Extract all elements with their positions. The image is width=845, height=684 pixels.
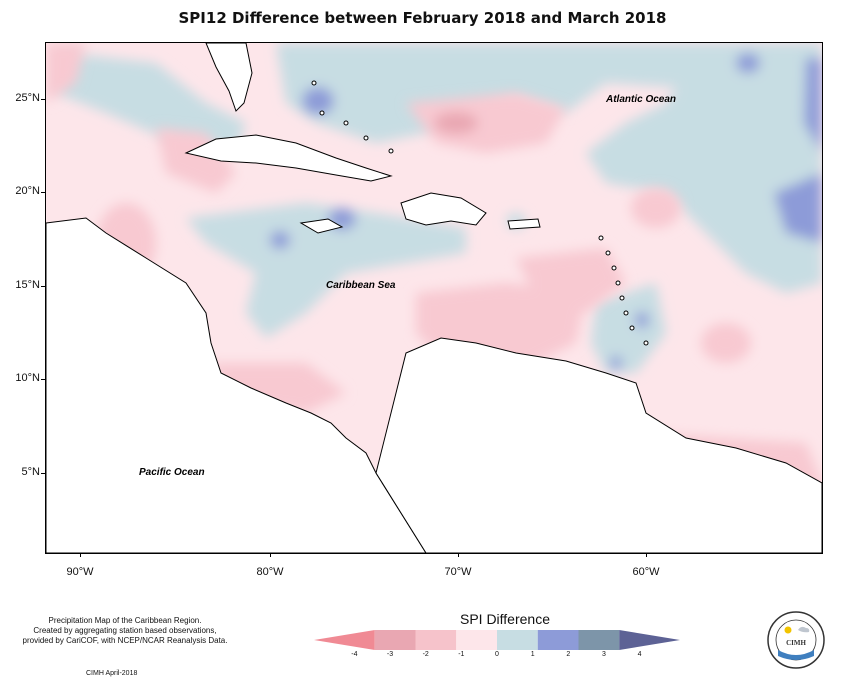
cuba-land (184, 134, 393, 182)
lat-tick (41, 192, 45, 193)
footer-line-3: provided by CariCOF, with NCEP/NCAR Rean… (22, 636, 228, 645)
lesser-antilles (311, 80, 649, 346)
lon-tick (270, 553, 271, 557)
footer-line-1: Precipitation Map of the Caribbean Regio… (48, 616, 202, 625)
credit-text: CIMH April-2018 (86, 670, 138, 677)
legend-tick-label: 4 (637, 651, 642, 658)
legend-swatch (578, 630, 620, 650)
lat-label-20: 20°N (15, 185, 40, 197)
lon-label-70: 70°W (444, 566, 472, 578)
pacific-ocean-label: Pacific Ocean (139, 467, 205, 478)
jamaica-land (299, 218, 344, 234)
lon-label-90: 90°W (66, 566, 94, 578)
lat-label-10: 10°N (15, 372, 40, 384)
cloud-icon (798, 626, 810, 633)
puerto-rico-land (507, 218, 541, 230)
legend-swatch (619, 630, 680, 650)
legend-tick-label: 0 (495, 651, 499, 658)
lat-label-5: 5°N (21, 466, 40, 478)
legend-tick-label: -2 (422, 651, 429, 658)
lat-tick (41, 286, 45, 287)
footer-line-2: Created by aggregating station based obs… (33, 626, 217, 635)
lon-tick (458, 553, 459, 557)
lon-label-80: 80°W (256, 566, 284, 578)
legend-swatch (314, 630, 375, 650)
lon-tick (80, 553, 81, 557)
cimh-logo: CIMH (767, 611, 825, 669)
legend-title: SPI Difference (459, 611, 550, 627)
map-svg (46, 43, 822, 553)
legend-colorbar (314, 630, 680, 650)
legend-tick-label: 1 (530, 651, 535, 658)
spi-wet-regions (56, 43, 822, 373)
lon-tick (646, 553, 647, 557)
lat-label-15: 15°N (15, 279, 40, 291)
hispaniola-land (400, 192, 487, 226)
south-america-land (375, 337, 822, 553)
caribbean-sea-label: Caribbean Sea (326, 280, 396, 291)
legend-swatches (314, 630, 680, 650)
lon-label-60: 60°W (632, 566, 660, 578)
atlantic-ocean-label: Atlantic Ocean (606, 94, 677, 105)
legend-tick-label: -1 (458, 651, 465, 658)
legend-tick-label: 2 (566, 651, 571, 658)
legend-swatch (456, 630, 497, 650)
legend-swatch (497, 630, 538, 650)
footer-note: Precipitation Map of the Caribbean Regio… (10, 616, 240, 646)
legend-tick-label: 3 (602, 651, 606, 658)
map-panel (45, 42, 823, 554)
lat-tick (41, 379, 45, 380)
logo-text: CIMH (786, 639, 806, 647)
land-masses (46, 43, 822, 553)
legend-swatch (537, 630, 579, 650)
legend-swatch (374, 630, 416, 650)
lat-label-25: 25°N (15, 92, 40, 104)
legend-tick-label: -3 (386, 651, 394, 658)
legend-tick-label: -4 (351, 651, 358, 658)
lat-tick (41, 99, 45, 100)
map-title: SPI12 Difference between February 2018 a… (178, 9, 667, 27)
sun-icon (784, 626, 792, 634)
legend-swatch (415, 630, 457, 650)
lat-tick (41, 473, 45, 474)
florida-land (205, 43, 253, 112)
waves-icon (778, 650, 814, 660)
